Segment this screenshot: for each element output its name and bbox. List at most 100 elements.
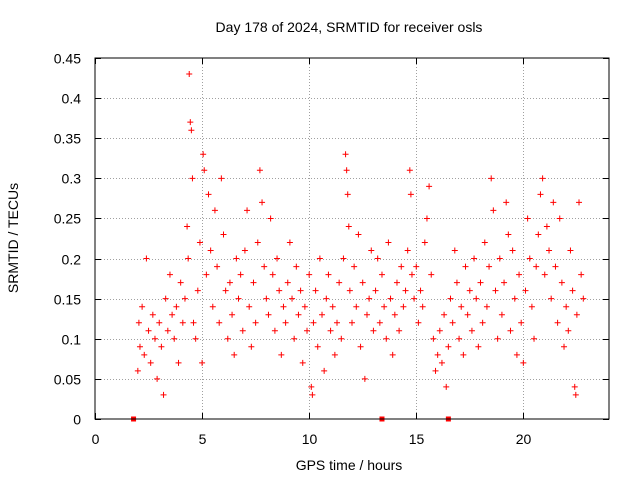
data-point <box>370 327 377 334</box>
x-tick-label: 20 <box>516 431 532 447</box>
data-point <box>246 303 253 310</box>
data-point <box>572 391 579 398</box>
data-point <box>419 303 426 310</box>
data-point <box>385 239 392 246</box>
data-point <box>483 303 490 310</box>
y-tick-label: 0.05 <box>54 372 81 388</box>
data-point <box>351 263 358 270</box>
data-point <box>136 343 143 350</box>
data-point <box>181 295 188 302</box>
data-point <box>189 175 196 182</box>
data-point <box>473 295 480 302</box>
data-point <box>361 375 368 382</box>
data-point <box>481 239 488 246</box>
data-point <box>291 335 298 342</box>
data-point <box>301 303 308 310</box>
data-point <box>331 351 338 358</box>
data-point <box>533 263 540 270</box>
data-point <box>244 207 251 214</box>
data-point <box>134 367 141 374</box>
data-point <box>475 343 482 350</box>
data-point <box>571 383 578 390</box>
data-point <box>207 247 214 254</box>
data-point <box>342 151 349 158</box>
data-point <box>578 271 585 278</box>
data-point <box>505 231 512 238</box>
data-point <box>565 327 572 334</box>
data-point <box>428 271 435 278</box>
data-point <box>552 263 559 270</box>
data-point <box>376 319 383 326</box>
data-point <box>421 239 428 246</box>
data-point <box>336 279 343 286</box>
data-point <box>171 335 178 342</box>
data-point <box>343 167 350 174</box>
data-point <box>179 319 186 326</box>
data-point <box>357 343 364 350</box>
data-point <box>226 279 233 286</box>
chart-title: Day 178 of 2024, SRMTID for receiver osl… <box>216 19 483 35</box>
data-point <box>158 343 165 350</box>
data-point <box>263 295 270 302</box>
data-point <box>248 343 255 350</box>
data-point <box>203 271 210 278</box>
data-point <box>381 303 388 310</box>
data-point <box>430 335 437 342</box>
data-point <box>546 247 553 254</box>
data-point <box>261 263 268 270</box>
data-point <box>237 271 244 278</box>
data-point <box>486 263 493 270</box>
data-point <box>299 359 306 366</box>
data-point <box>286 239 293 246</box>
data-point <box>310 319 317 326</box>
data-point <box>194 287 201 294</box>
data-point <box>308 383 315 390</box>
data-point <box>466 287 473 294</box>
data-point <box>173 303 180 310</box>
data-point <box>338 335 345 342</box>
x-axis-label: GPS time / hours <box>296 457 403 473</box>
data-point <box>407 191 414 198</box>
data-point <box>458 303 465 310</box>
data-point <box>274 255 281 262</box>
data-point <box>507 327 514 334</box>
data-point <box>314 343 321 350</box>
data-point <box>309 391 316 398</box>
data-point <box>368 247 375 254</box>
x-tick-label: 0 <box>92 431 100 447</box>
data-point <box>190 319 197 326</box>
data-point <box>406 167 413 174</box>
data-point <box>231 351 238 358</box>
data-point <box>567 247 574 254</box>
data-point <box>447 295 454 302</box>
data-point <box>539 175 546 182</box>
data-point <box>196 239 203 246</box>
y-tick-label: 0.15 <box>54 292 81 308</box>
data-point <box>408 271 415 278</box>
data-point <box>284 279 291 286</box>
data-point <box>220 231 227 238</box>
data-point <box>528 303 535 310</box>
grid <box>95 58 609 419</box>
data-point <box>423 215 430 222</box>
data-point <box>573 311 580 318</box>
data-point <box>576 199 583 206</box>
y-tick-label: 0 <box>73 412 81 428</box>
data-point <box>558 279 565 286</box>
data-point <box>389 351 396 358</box>
y-tick-label: 0.45 <box>54 51 81 67</box>
data-point <box>323 295 330 302</box>
data-point <box>278 351 285 358</box>
data-point <box>345 223 352 230</box>
data-point <box>372 287 379 294</box>
data-point <box>141 351 148 358</box>
data-point <box>156 319 163 326</box>
data-point <box>477 279 484 286</box>
data-point <box>192 335 199 342</box>
data-point <box>139 303 146 310</box>
data-point <box>524 215 531 222</box>
data-point <box>289 295 296 302</box>
y-tick-label: 0.25 <box>54 211 81 227</box>
data-point <box>259 199 266 206</box>
